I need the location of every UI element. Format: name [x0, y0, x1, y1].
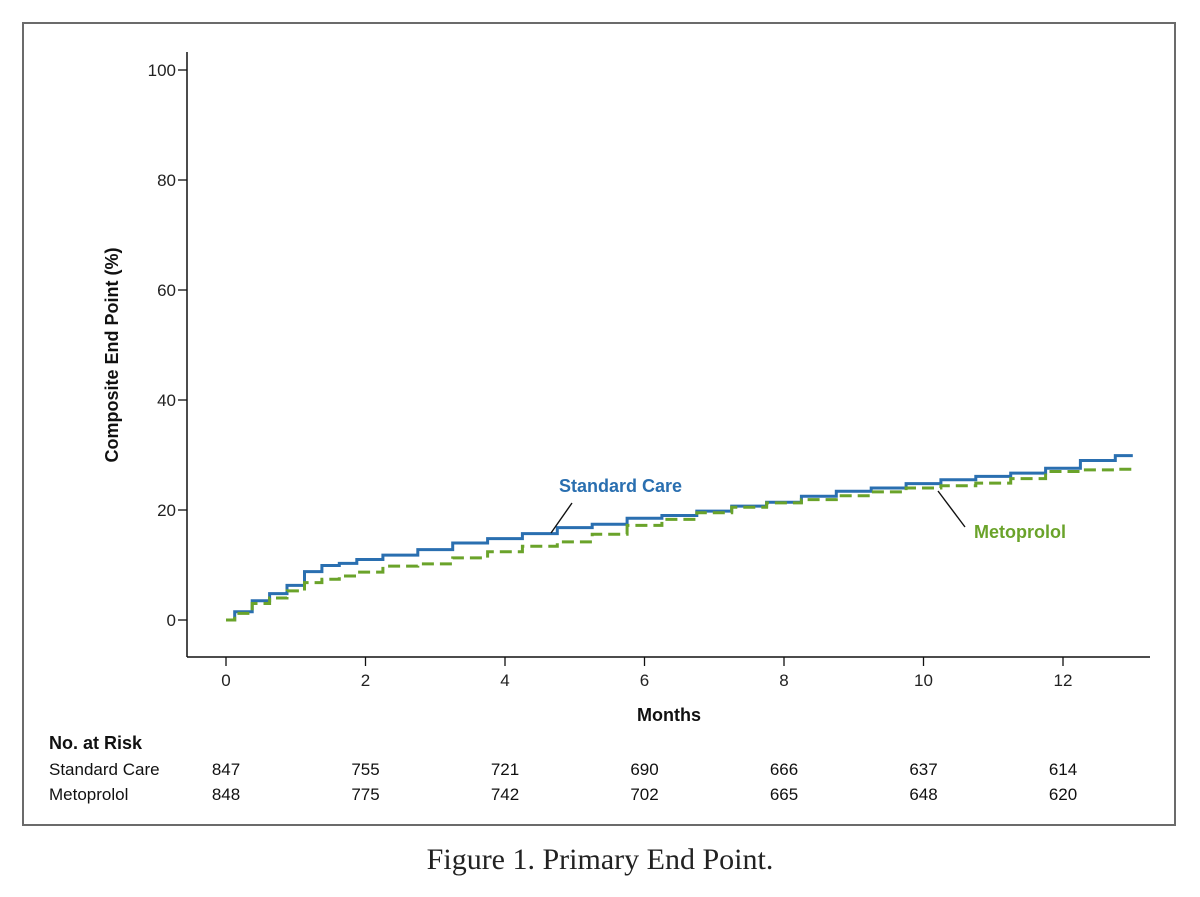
y-tick-label: 40: [157, 391, 176, 410]
risk-count: 620: [1049, 785, 1077, 804]
risk-count: 847: [212, 760, 240, 779]
risk-count: 702: [630, 785, 658, 804]
risk-table: No. at Risk Standard Care 847 755 721 690 666 6…: [49, 733, 1077, 804]
figure-caption: Figure 1. Primary End Point.: [426, 843, 774, 876]
series-standard-care-curve: [226, 454, 1133, 622]
metoprolol-label: Metoprolol: [974, 522, 1066, 542]
y-axis-title: Composite End Point (%): [102, 248, 122, 463]
y-tick-label: 100: [148, 61, 176, 80]
risk-row-label: Standard Care: [49, 760, 160, 779]
risk-count: 690: [630, 760, 658, 779]
risk-count: 666: [770, 760, 798, 779]
x-tick-label: 10: [914, 671, 933, 690]
x-tick-label: 8: [779, 671, 788, 690]
x-axis-title: Months: [637, 705, 701, 725]
risk-count: 665: [770, 785, 798, 804]
risk-count: 848: [212, 785, 240, 804]
y-tick-label: 20: [157, 501, 176, 520]
series-metoprolol-curve: [226, 467, 1133, 622]
x-tick-label: 0: [221, 671, 230, 690]
risk-count: 614: [1049, 760, 1077, 779]
figure-frame: [22, 22, 1176, 826]
chart-curves: [226, 454, 1133, 622]
risk-count: 637: [909, 760, 937, 779]
x-tick-label: 4: [500, 671, 509, 690]
risk-count: 742: [491, 785, 519, 804]
y-tick-label: 80: [157, 171, 176, 190]
y-tick-label: 60: [157, 281, 176, 300]
chart-axes: 0 20 40 60 80 100 0 2 4 6 8 10 12 Months Composite End…: [102, 52, 1150, 725]
risk-count: 648: [909, 785, 937, 804]
y-tick-label: 0: [167, 611, 176, 630]
standard-care-leader-line: [550, 502, 573, 534]
metoprolol-leader-line: [937, 490, 966, 528]
standard-care-label: Standard Care: [559, 476, 682, 496]
risk-count: 775: [351, 785, 379, 804]
chart-annotations: Standard Care Metoprolol: [550, 476, 1066, 542]
risk-count: 755: [351, 760, 379, 779]
x-tick-label: 6: [640, 671, 649, 690]
risk-table-title: No. at Risk: [49, 733, 143, 753]
risk-count: 721: [491, 760, 519, 779]
risk-row-label: Metoprolol: [49, 785, 128, 804]
x-tick-label: 12: [1054, 671, 1073, 690]
x-tick-label: 2: [361, 671, 370, 690]
